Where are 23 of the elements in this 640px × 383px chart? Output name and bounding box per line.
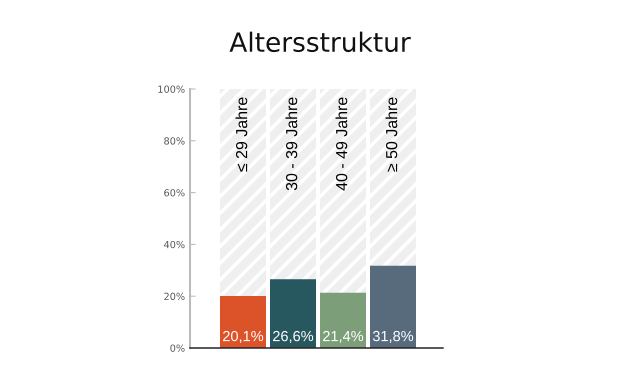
bar xyxy=(320,292,366,348)
data-label: 21,4% xyxy=(323,330,364,343)
bar xyxy=(320,89,366,293)
bar xyxy=(220,296,266,348)
y-tick-label: 40% xyxy=(164,240,185,248)
bar xyxy=(270,279,316,348)
x-tick-label: ≤ 29 Jahre xyxy=(236,97,248,172)
y-tick-label: 20% xyxy=(164,292,185,300)
x-tick-label: 30 - 39 Jahre xyxy=(286,97,298,190)
y-tick-label: 0% xyxy=(170,344,185,352)
x-tick-label: ≥ 50 Jahre xyxy=(386,97,398,172)
y-tick-label: 80% xyxy=(164,137,185,145)
chart-title: Altersstruktur xyxy=(229,32,411,52)
y-tick-label: 100% xyxy=(158,85,185,93)
data-label: 31,8% xyxy=(372,330,414,343)
x-tick-label: 40 - 49 Jahre xyxy=(336,97,348,191)
data-label: 20,1% xyxy=(223,330,264,343)
bar xyxy=(370,89,416,266)
bar xyxy=(270,89,316,280)
data-label: 26,6% xyxy=(273,330,314,343)
bar xyxy=(370,266,416,348)
bar xyxy=(220,89,266,296)
y-tick-label: 60% xyxy=(164,189,185,196)
